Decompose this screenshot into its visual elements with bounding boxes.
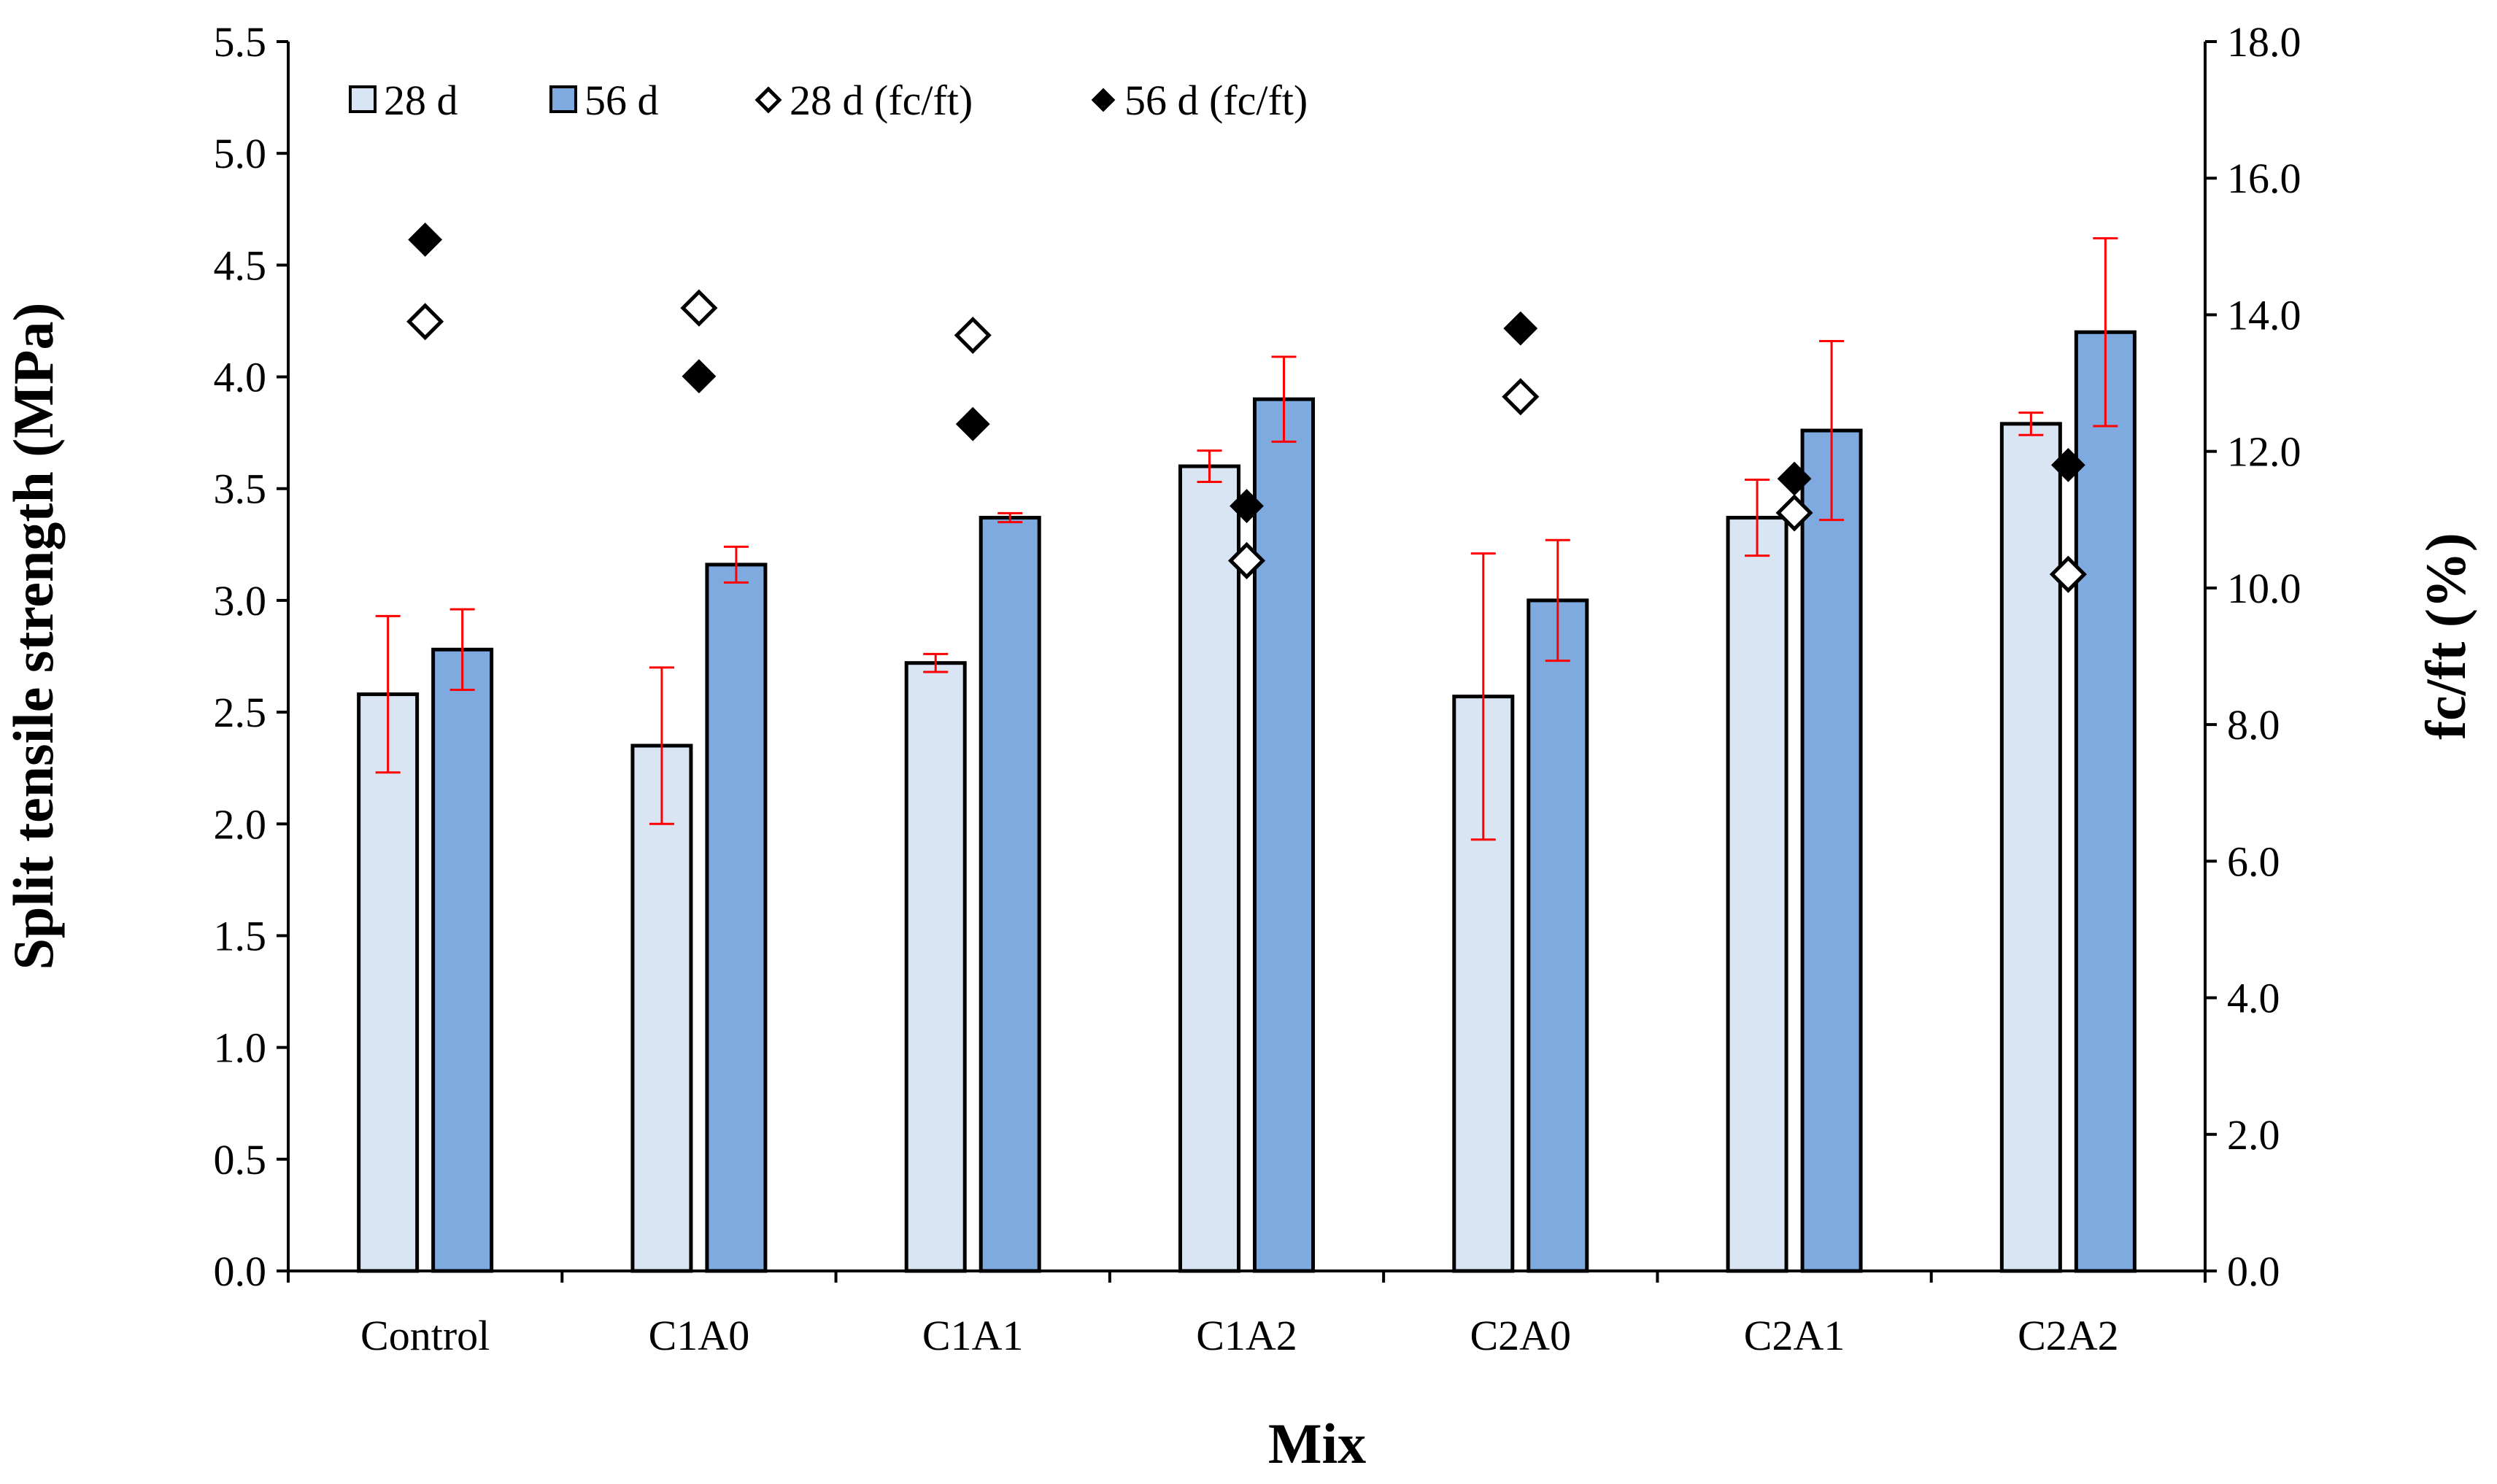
y-tick-label: 4.0 bbox=[214, 354, 267, 401]
bar-56d-C2A1 bbox=[1800, 428, 1863, 1273]
legend-marker-56d-fcft bbox=[1091, 88, 1116, 112]
point-56d-fcft-C1A1 bbox=[955, 406, 990, 441]
y-tick-label: 5.0 bbox=[214, 130, 267, 177]
legend-swatch-56d bbox=[549, 85, 577, 113]
point-28d-fcft-C2A0 bbox=[1502, 378, 1540, 416]
point-56d-fcft-C2A2 bbox=[2050, 447, 2085, 482]
y2-tick-label: 18.0 bbox=[2227, 18, 2301, 66]
legend-label: 56 d (fc/ft) bbox=[1124, 77, 1308, 124]
bar-28d-C2A1 bbox=[1726, 516, 1788, 1273]
y-axis-title: Split tensile strength (MPa) bbox=[1, 303, 65, 970]
legend-swatch-28d bbox=[349, 85, 377, 113]
y2-tick-label: 14.0 bbox=[2227, 291, 2301, 339]
y-tick-label: 1.5 bbox=[214, 912, 267, 959]
point-56d-fcft-Control bbox=[408, 223, 443, 257]
y-tick-label: 4.5 bbox=[214, 241, 267, 289]
legend-label: 28 d (fc/ft) bbox=[790, 77, 973, 124]
x-tick-label: C2A0 bbox=[1470, 1312, 1571, 1359]
bar-28d-C1A1 bbox=[904, 661, 967, 1273]
bar-28d-Control bbox=[357, 692, 420, 1273]
x-tick-label: Control bbox=[360, 1312, 490, 1359]
point-56d-fcft-C2A1 bbox=[1777, 461, 1812, 496]
axes: 0.0 0.5 1.0 1.5 2.0 2.5 3.0 3.5 4.0 4.5 5.0 5.5 0.0 2… bbox=[214, 18, 2301, 1359]
legend-label: 28 d bbox=[384, 77, 458, 124]
bar-56d-C1A0 bbox=[705, 563, 768, 1273]
y-tick-label: 5.5 bbox=[214, 18, 267, 66]
legend-marker-28d-fcft bbox=[754, 86, 782, 114]
y2-tick-label: 16.0 bbox=[2227, 155, 2301, 202]
point-28d-fcft-C2A2 bbox=[2049, 555, 2087, 593]
bar-56d-C1A2 bbox=[1253, 397, 1315, 1273]
y-tick-label: 3.5 bbox=[214, 465, 267, 513]
point-56d-fcft-C1A0 bbox=[682, 359, 717, 394]
point-28d-fcft-Control bbox=[406, 303, 444, 341]
x-tick-label: C2A1 bbox=[1744, 1312, 1845, 1359]
y2-tick-label: 2.0 bbox=[2227, 1111, 2280, 1159]
y-tick-label: 0.5 bbox=[214, 1136, 267, 1183]
bar-28d-C1A2 bbox=[1178, 464, 1240, 1273]
bar-28d-C1A0 bbox=[630, 743, 693, 1273]
y-tick-label: 3.0 bbox=[214, 577, 267, 625]
x-tick-label: C1A2 bbox=[1196, 1312, 1297, 1359]
plot-area bbox=[357, 223, 2137, 1273]
point-28d-fcft-C1A0 bbox=[680, 289, 718, 327]
point-56d-fcft-C1A2 bbox=[1230, 489, 1264, 523]
bar-56d-C1A1 bbox=[979, 516, 1041, 1273]
x-tick-label: C1A1 bbox=[922, 1312, 1024, 1359]
y2-tick-label: 12.0 bbox=[2227, 428, 2301, 476]
x-axis-title: Mix bbox=[1268, 1412, 1366, 1475]
x-tick-label: C2A2 bbox=[2018, 1312, 2119, 1359]
bar-56d-Control bbox=[431, 647, 494, 1273]
bar-28d-C2A2 bbox=[1999, 422, 2062, 1273]
y2-tick-label: 0.0 bbox=[2227, 1248, 2280, 1295]
y2-axis-title: fc/ft (%) bbox=[2414, 533, 2477, 740]
point-56d-fcft-C2A0 bbox=[1503, 311, 1538, 346]
y2-tick-label: 4.0 bbox=[2227, 975, 2280, 1022]
y2-tick-label: 8.0 bbox=[2227, 701, 2280, 749]
y-tick-label: 2.5 bbox=[214, 689, 267, 736]
y2-tick-label: 10.0 bbox=[2227, 565, 2301, 612]
point-28d-fcft-C1A1 bbox=[954, 316, 992, 355]
legend-label: 56 d bbox=[584, 77, 659, 124]
bar-56d-C2A0 bbox=[1527, 598, 1589, 1273]
point-28d-fcft-C1A2 bbox=[1227, 541, 1266, 579]
x-tick-label: C1A0 bbox=[649, 1312, 750, 1359]
point-28d-fcft-C2A1 bbox=[1775, 494, 1813, 532]
y-tick-label: 0.0 bbox=[214, 1248, 267, 1295]
y2-tick-label: 6.0 bbox=[2227, 838, 2280, 885]
bar-56d-C2A2 bbox=[2074, 330, 2137, 1273]
legend: 28 d 56 d 28 d (fc/ft) 56 d (fc/ft) bbox=[349, 77, 1308, 124]
y-tick-label: 1.0 bbox=[214, 1024, 267, 1072]
y-tick-label: 2.0 bbox=[214, 800, 267, 848]
